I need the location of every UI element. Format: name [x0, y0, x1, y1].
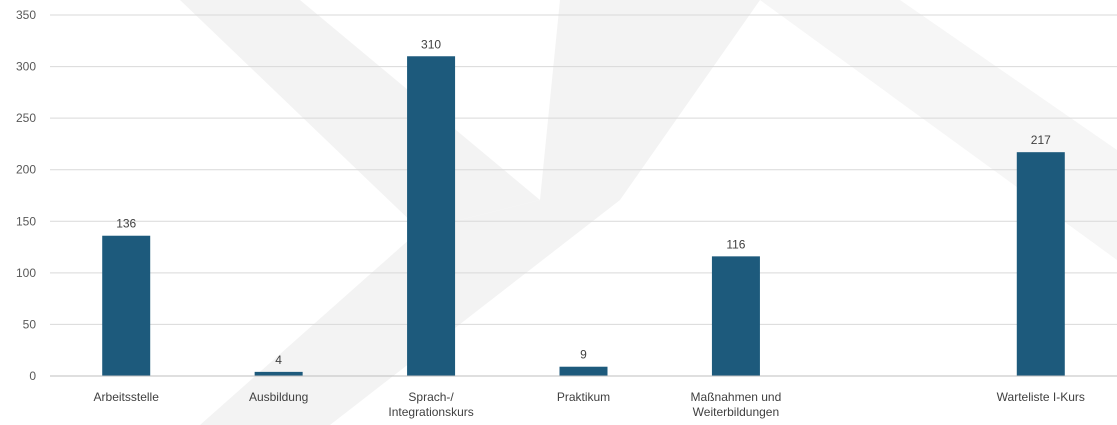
- y-tick-label: 0: [29, 369, 36, 383]
- y-tick-label: 350: [16, 8, 36, 22]
- bar: [407, 56, 456, 376]
- data-label: 116: [726, 237, 745, 251]
- category-label-line: Warteliste I-Kurs: [997, 390, 1085, 404]
- bar: [1016, 152, 1065, 376]
- category-label-line: Ausbildung: [249, 390, 308, 404]
- data-labels: 136 4 310 9 116 217: [116, 37, 1051, 367]
- category-labels: Arbeitsstelle Ausbildung Sprach-/Integrati…: [94, 390, 1085, 419]
- category-label-line: Maßnahmen und: [691, 390, 782, 404]
- y-tick-label: 300: [16, 60, 36, 74]
- bar: [254, 371, 303, 376]
- y-tick-label: 100: [16, 266, 36, 280]
- gridlines: [50, 14, 1117, 325]
- category-label: Sprach-/Integrationskurs: [388, 390, 473, 419]
- y-tick-label: 150: [16, 214, 36, 228]
- category-label: Arbeitsstelle: [94, 390, 160, 404]
- category-label-line: Sprach-/: [408, 390, 454, 404]
- data-label: 4: [275, 353, 282, 367]
- y-tick-label: 250: [16, 111, 36, 125]
- category-label-line: Integrationskurs: [388, 405, 473, 419]
- watermark-logo: [180, 0, 1117, 425]
- data-label: 217: [1031, 133, 1051, 147]
- bar: [102, 235, 151, 376]
- y-tick-label: 50: [23, 317, 37, 331]
- category-label: Ausbildung: [249, 390, 308, 404]
- data-label: 310: [421, 37, 441, 51]
- y-axis-ticks: 0 50 100 150 200 250 300 350: [16, 8, 36, 383]
- data-label: 136: [116, 217, 136, 231]
- bars: [102, 56, 1065, 376]
- category-label-line: Praktikum: [557, 390, 610, 404]
- category-label: Maßnahmen und Weiterbildungen: [691, 390, 782, 419]
- category-label-line: Arbeitsstelle: [94, 390, 160, 404]
- bar: [559, 366, 608, 376]
- y-tick-label: 200: [16, 163, 36, 177]
- data-label: 9: [580, 348, 587, 362]
- category-label-line: Weiterbildungen: [693, 405, 780, 419]
- category-label: Praktikum: [557, 390, 610, 404]
- category-label: Warteliste I-Kurs: [997, 390, 1085, 404]
- bar: [711, 256, 760, 376]
